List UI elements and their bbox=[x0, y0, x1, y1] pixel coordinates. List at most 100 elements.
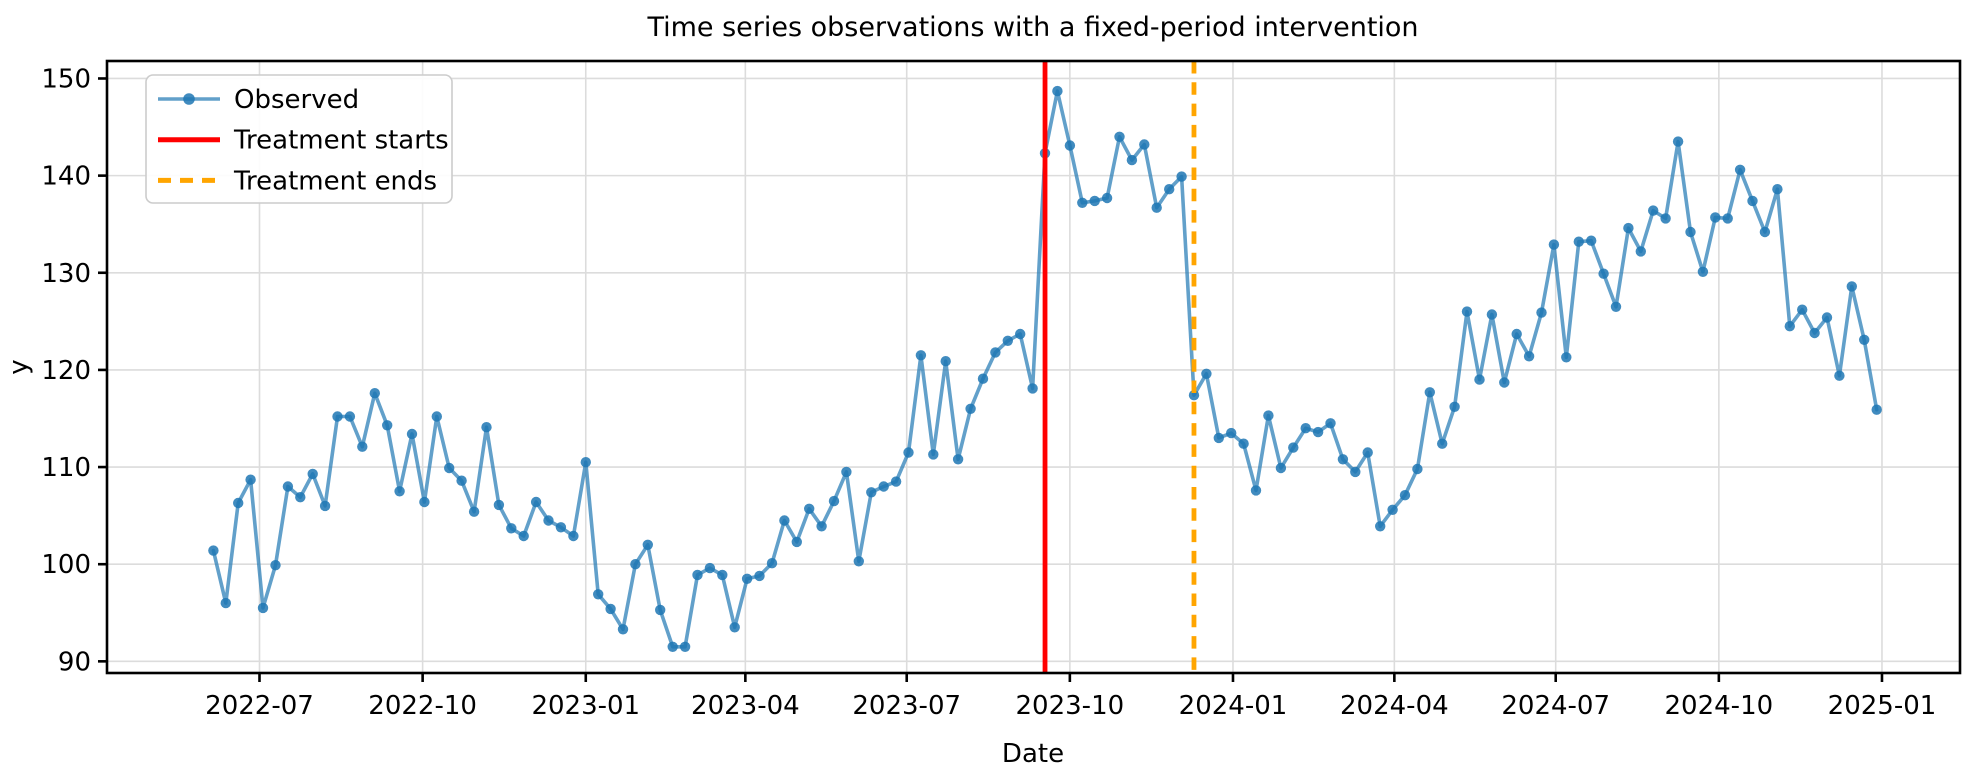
data-point bbox=[1437, 438, 1448, 449]
data-point bbox=[530, 496, 542, 508]
data-point bbox=[220, 597, 231, 609]
data-point bbox=[890, 476, 902, 487]
data-point bbox=[1474, 374, 1485, 385]
data-point bbox=[1015, 328, 1026, 340]
data-point bbox=[1486, 309, 1498, 320]
data-point bbox=[1188, 390, 1200, 401]
data-point bbox=[307, 468, 318, 480]
data-point bbox=[1672, 136, 1684, 147]
data-point bbox=[1312, 426, 1324, 438]
data-point bbox=[1461, 306, 1473, 317]
data-point bbox=[766, 558, 778, 569]
data-point bbox=[1114, 131, 1125, 142]
data-point bbox=[1747, 195, 1758, 207]
data-point bbox=[1722, 213, 1733, 224]
data-point bbox=[804, 503, 815, 514]
data-point bbox=[456, 475, 467, 486]
data-point bbox=[679, 641, 691, 652]
data-point bbox=[605, 603, 616, 615]
y-tick-label: 140 bbox=[41, 162, 91, 192]
data-point bbox=[828, 495, 840, 507]
chart-title: Time series observations with a fixed-pe… bbox=[646, 12, 1418, 43]
data-point bbox=[1548, 239, 1560, 250]
data-point bbox=[1734, 164, 1746, 175]
data-point bbox=[481, 422, 492, 433]
data-point bbox=[568, 530, 579, 542]
data-point bbox=[431, 411, 442, 422]
x-axis-label: Date bbox=[1002, 739, 1064, 769]
data-point bbox=[1288, 442, 1299, 453]
data-point bbox=[208, 545, 219, 556]
data-point bbox=[1250, 485, 1262, 496]
data-point bbox=[754, 570, 765, 582]
data-point bbox=[1126, 154, 1138, 166]
data-point bbox=[1399, 490, 1411, 501]
data-point bbox=[1151, 202, 1162, 213]
data-point bbox=[1846, 281, 1858, 292]
data-point bbox=[1586, 235, 1597, 246]
data-point bbox=[1871, 404, 1882, 415]
data-point bbox=[506, 523, 517, 534]
data-point bbox=[332, 411, 343, 422]
data-point bbox=[692, 569, 703, 581]
data-point bbox=[952, 454, 964, 465]
data-point bbox=[1337, 454, 1349, 465]
axis-ticks bbox=[98, 77, 1884, 682]
data-point bbox=[1164, 184, 1175, 195]
data-point bbox=[1387, 504, 1398, 515]
data-point bbox=[928, 449, 939, 460]
data-point bbox=[655, 604, 666, 616]
intervention-lines bbox=[1042, 61, 1197, 673]
data-point bbox=[1449, 401, 1460, 412]
data-point bbox=[1027, 383, 1038, 394]
data-point bbox=[878, 481, 889, 492]
data-point bbox=[406, 428, 418, 440]
legend-label: Treatment ends bbox=[233, 166, 437, 196]
y-axis-label: y bbox=[4, 359, 34, 374]
data-point bbox=[1648, 205, 1659, 216]
legend-box bbox=[145, 74, 453, 204]
data-point bbox=[791, 536, 802, 548]
data-point bbox=[1523, 351, 1535, 362]
data-point bbox=[1821, 312, 1833, 323]
data-point bbox=[245, 474, 256, 485]
data-point bbox=[319, 500, 331, 512]
data-point bbox=[1238, 438, 1249, 449]
data-point bbox=[1499, 377, 1510, 388]
data-point bbox=[444, 462, 455, 474]
data-point bbox=[853, 556, 864, 567]
data-point bbox=[419, 496, 430, 508]
data-point bbox=[233, 497, 244, 509]
data-point bbox=[841, 466, 852, 478]
data-point bbox=[580, 457, 591, 468]
data-point bbox=[1263, 410, 1274, 421]
data-point bbox=[642, 539, 653, 550]
data-point bbox=[1859, 334, 1870, 345]
x-tick-label: 2024-10 bbox=[1665, 691, 1774, 721]
y-tick-label: 110 bbox=[41, 453, 91, 483]
data-point bbox=[1101, 192, 1113, 204]
data-point bbox=[1077, 197, 1088, 208]
data-point bbox=[1362, 447, 1373, 458]
data-point bbox=[1176, 171, 1187, 182]
data-point bbox=[1064, 140, 1076, 151]
data-point bbox=[1139, 139, 1150, 150]
y-tick-label: 130 bbox=[41, 259, 91, 289]
x-tick-label: 2023-01 bbox=[531, 691, 640, 721]
legend: Observed Treatment starts Treatment ends bbox=[145, 74, 453, 204]
data-point bbox=[1201, 368, 1212, 379]
legend-marker-dot bbox=[183, 93, 195, 105]
data-point bbox=[1350, 466, 1361, 478]
data-point bbox=[1784, 321, 1796, 332]
data-point bbox=[369, 388, 380, 399]
axis-tick-labels: 90 100 110 120 130 140 150 2022-07 2022-10 2023-0… bbox=[41, 64, 1936, 721]
legend-label: Observed bbox=[234, 85, 359, 115]
data-point bbox=[1598, 268, 1609, 279]
data-point bbox=[717, 569, 728, 581]
x-tick-label: 2022-07 bbox=[205, 691, 314, 721]
x-tick-label: 2024-01 bbox=[1179, 691, 1288, 721]
data-point bbox=[1685, 226, 1696, 238]
y-tick-label: 150 bbox=[41, 64, 91, 94]
data-point bbox=[617, 624, 629, 635]
